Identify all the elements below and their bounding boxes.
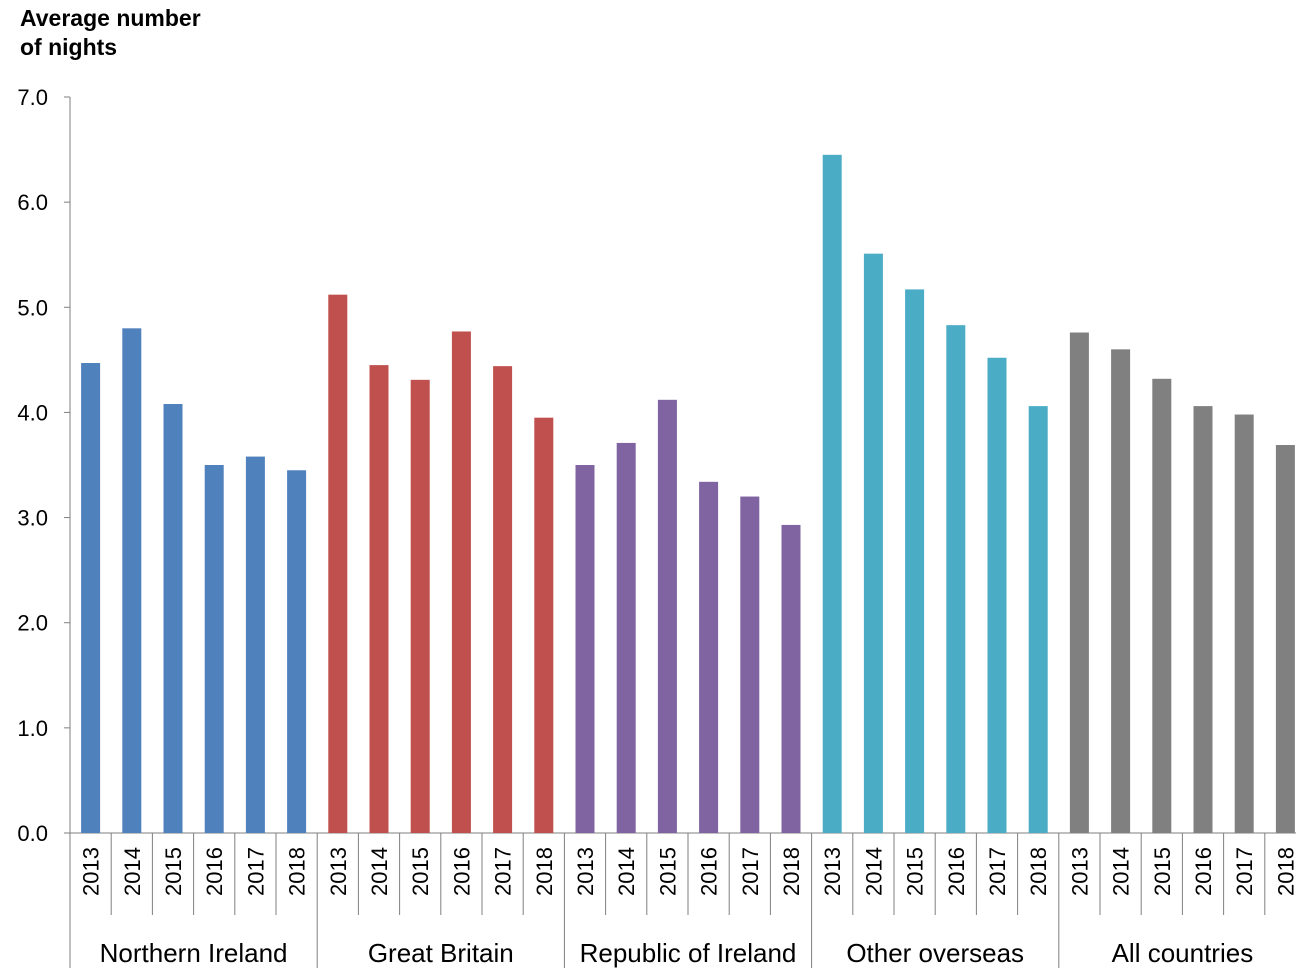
bar bbox=[287, 470, 307, 833]
tick-labels: 0.0 1.0 2.0 3.0 4.0 5.0 6.0 7.0 2013 2014 2015 2016… bbox=[17, 85, 1296, 968]
x-tick-label: 2013 bbox=[820, 847, 845, 896]
bar bbox=[369, 365, 389, 833]
group-label: Republic of Ireland bbox=[580, 938, 797, 968]
bar bbox=[204, 465, 224, 833]
x-tick-label: 2016 bbox=[449, 847, 474, 896]
bar bbox=[328, 294, 348, 833]
x-tick-label: 2014 bbox=[1109, 847, 1134, 896]
x-tick-label: 2013 bbox=[326, 847, 351, 896]
bar bbox=[699, 481, 719, 833]
bar bbox=[740, 496, 760, 833]
x-tick-label: 2018 bbox=[285, 847, 310, 896]
x-tick-label: 2017 bbox=[1232, 847, 1257, 896]
x-tick-label: 2014 bbox=[367, 847, 392, 896]
x-tick-label: 2018 bbox=[779, 847, 804, 896]
y-tick-label: 5.0 bbox=[17, 295, 48, 320]
bar bbox=[245, 456, 265, 833]
x-tick-label: 2018 bbox=[1273, 847, 1296, 896]
bar bbox=[1193, 406, 1213, 833]
x-tick-label: 2017 bbox=[243, 847, 268, 896]
x-tick-label: 2015 bbox=[161, 847, 186, 896]
x-tick-label: 2016 bbox=[202, 847, 227, 896]
bar bbox=[575, 465, 595, 833]
bar bbox=[1069, 332, 1089, 833]
x-tick-label: 2013 bbox=[1067, 847, 1092, 896]
bar bbox=[1234, 414, 1254, 833]
bar bbox=[946, 325, 966, 833]
bar bbox=[657, 399, 677, 833]
x-tick-label: 2014 bbox=[861, 847, 886, 896]
x-tick-label: 2018 bbox=[1026, 847, 1051, 896]
bar bbox=[163, 404, 183, 833]
bar bbox=[1275, 445, 1295, 833]
y-tick-label: 1.0 bbox=[17, 716, 48, 741]
bar bbox=[122, 328, 142, 833]
x-tick-label: 2017 bbox=[738, 847, 763, 896]
bar bbox=[905, 289, 925, 833]
bar bbox=[863, 253, 883, 834]
x-tick-label: 2015 bbox=[408, 847, 433, 896]
bar bbox=[451, 331, 471, 833]
x-tick-label: 2017 bbox=[491, 847, 516, 896]
y-tick-label: 4.0 bbox=[17, 400, 48, 425]
bar bbox=[987, 357, 1007, 833]
x-tick-label: 2018 bbox=[532, 847, 557, 896]
bar bbox=[822, 154, 842, 834]
axes bbox=[64, 96, 1296, 968]
group-label: All countries bbox=[1112, 938, 1254, 968]
y-tick-label: 6.0 bbox=[17, 190, 48, 215]
x-tick-label: 2017 bbox=[985, 847, 1010, 896]
x-tick-label: 2015 bbox=[655, 847, 680, 896]
x-tick-label: 2015 bbox=[903, 847, 928, 896]
bar bbox=[81, 363, 101, 833]
x-tick-label: 2013 bbox=[79, 847, 104, 896]
y-tick-label: 0.0 bbox=[17, 821, 48, 846]
group-label: Other overseas bbox=[846, 938, 1024, 968]
bar bbox=[410, 379, 430, 833]
bar bbox=[1152, 378, 1172, 833]
bar bbox=[616, 442, 636, 833]
y-tick-label: 3.0 bbox=[17, 506, 48, 531]
bar bbox=[781, 524, 801, 833]
x-tick-label: 2014 bbox=[120, 847, 145, 896]
x-tick-label: 2016 bbox=[697, 847, 722, 896]
bar bbox=[1028, 406, 1048, 833]
x-tick-label: 2013 bbox=[573, 847, 598, 896]
group-label: Great Britain bbox=[368, 938, 514, 968]
x-tick-label: 2015 bbox=[1150, 847, 1175, 896]
x-tick-label: 2014 bbox=[614, 847, 639, 896]
bar bbox=[493, 366, 513, 833]
bars bbox=[81, 154, 1295, 834]
bar bbox=[1111, 349, 1131, 833]
group-label: Northern Ireland bbox=[100, 938, 288, 968]
x-tick-label: 2016 bbox=[1191, 847, 1216, 896]
y-axis-title: Average number of nights bbox=[20, 5, 201, 60]
y-tick-label: 2.0 bbox=[17, 611, 48, 636]
x-tick-label: 2016 bbox=[944, 847, 969, 896]
bar bbox=[534, 417, 554, 833]
y-tick-label: 7.0 bbox=[17, 85, 48, 110]
